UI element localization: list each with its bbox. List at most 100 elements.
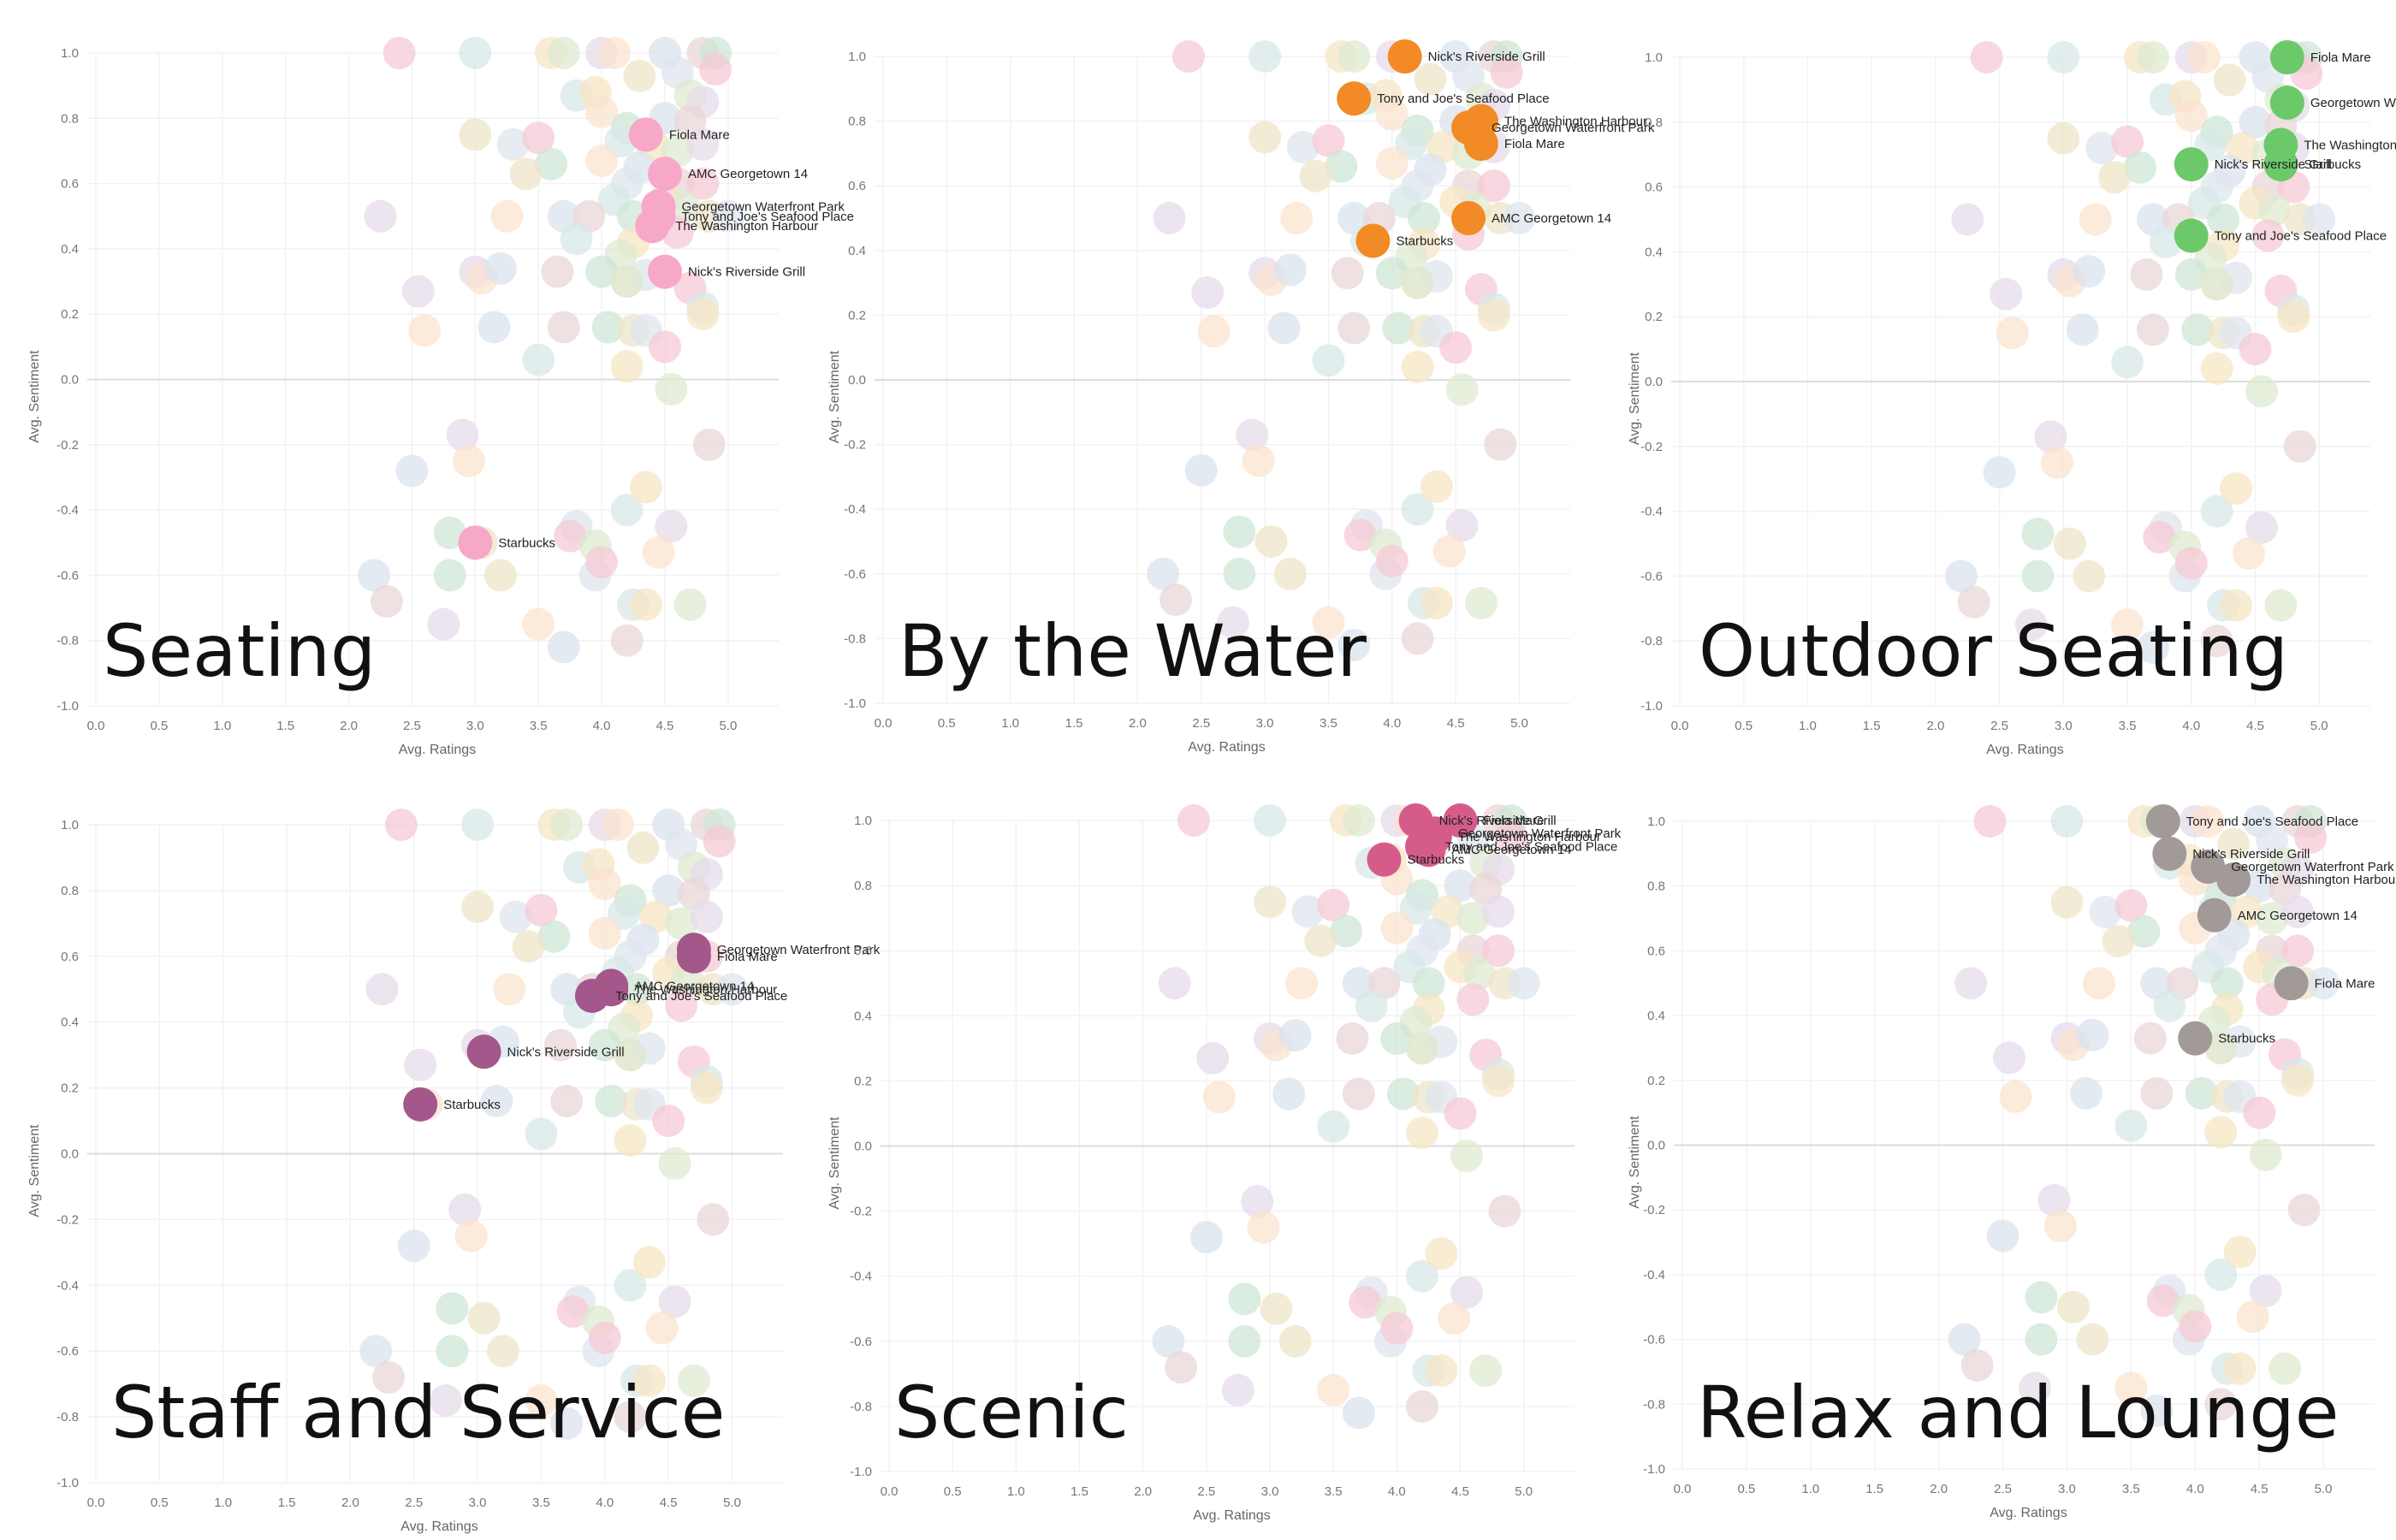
background-point bbox=[649, 330, 681, 364]
x-tick-label: 5.0 bbox=[723, 1496, 741, 1510]
y-tick-label: 1.0 bbox=[848, 50, 866, 64]
background-point bbox=[550, 1407, 584, 1440]
chart-panel-3: 0.0 0.5 1.0 1.5 2.0 2.5 3.0 3.5 4.0 4.5 5.0 -1.0 -0.… bbox=[1628, 40, 2396, 757]
background-point bbox=[1438, 1302, 1471, 1336]
background-point bbox=[1272, 1077, 1306, 1111]
background-point bbox=[677, 1364, 710, 1397]
highlighted-point bbox=[1443, 803, 1478, 838]
background-point bbox=[490, 199, 524, 233]
point-label: Starbucks bbox=[2304, 157, 2361, 172]
y-tick-label: 0.2 bbox=[61, 1081, 79, 1096]
background-point bbox=[359, 1335, 393, 1368]
background-point bbox=[2200, 268, 2233, 301]
x-tick-label: 2.5 bbox=[1994, 1482, 2012, 1496]
background-point bbox=[427, 607, 460, 641]
y-tick-label: 0.4 bbox=[1647, 1009, 1665, 1023]
point-label: Starbucks bbox=[443, 1098, 501, 1112]
background-point bbox=[1464, 586, 1498, 619]
x-tick-label: 3.0 bbox=[2055, 719, 2073, 733]
background-point bbox=[1278, 1324, 1312, 1358]
background-point bbox=[1425, 1354, 1458, 1388]
point-label: Fiola Mare bbox=[1504, 137, 1565, 151]
y-tick-label: 0.8 bbox=[1645, 116, 1663, 130]
background-point bbox=[2111, 125, 2144, 158]
point-label: Starbucks bbox=[1408, 853, 1465, 868]
background-point bbox=[655, 510, 688, 543]
background-point bbox=[632, 1364, 666, 1397]
point-label: Starbucks bbox=[498, 536, 555, 550]
background-point bbox=[1317, 1373, 1350, 1407]
background-point bbox=[595, 1084, 628, 1117]
x-tick-label: 2.5 bbox=[1192, 716, 1210, 731]
background-point bbox=[610, 265, 643, 299]
background-point bbox=[2085, 132, 2119, 165]
point-label: The Washington Harbour bbox=[634, 982, 777, 997]
y-tick-label: -0.6 bbox=[1640, 569, 1663, 583]
highlighted-point bbox=[1411, 832, 1446, 868]
background-point bbox=[370, 584, 403, 618]
point-label: Tony and Joe's Seafood Place bbox=[682, 210, 854, 224]
background-point bbox=[585, 144, 619, 177]
background-point bbox=[2111, 346, 2144, 379]
highlighted-point bbox=[1387, 39, 1422, 74]
background-point bbox=[395, 454, 429, 488]
y-tick-label: 0.4 bbox=[1645, 245, 1663, 259]
background-point bbox=[1312, 344, 1345, 377]
point-label: Fiola Mare bbox=[2315, 976, 2375, 991]
x-tick-label: 1.0 bbox=[214, 1496, 232, 1510]
y-tick-label: -0.2 bbox=[1640, 440, 1663, 454]
panel-title: Seating bbox=[103, 609, 376, 693]
y-tick-label: -0.4 bbox=[850, 1270, 872, 1284]
x-tick-label: 3.0 bbox=[466, 719, 484, 733]
x-tick-label: 0.5 bbox=[1737, 1482, 1755, 1496]
background-point bbox=[535, 147, 567, 181]
point-label: Georgetown Waterfront Park bbox=[717, 943, 881, 957]
background-point bbox=[2281, 1063, 2315, 1097]
x-tick-label: 1.5 bbox=[1065, 716, 1083, 731]
background-point bbox=[703, 825, 736, 858]
x-axis-label: Avg. Ratings bbox=[400, 1519, 477, 1534]
background-point bbox=[1241, 1185, 1274, 1218]
y-tick-label: -1.0 bbox=[56, 699, 79, 714]
background-point bbox=[610, 350, 643, 383]
y-tick-label: -0.6 bbox=[850, 1335, 872, 1349]
background-point bbox=[697, 1203, 730, 1236]
chart-panel-2: 0.0 0.5 1.0 1.5 2.0 2.5 3.0 3.5 4.0 4.5 5.0 -1.0 -0.… bbox=[827, 39, 1655, 755]
x-tick-label: 0.0 bbox=[875, 716, 893, 731]
background-point bbox=[2136, 313, 2169, 346]
background-point bbox=[1944, 560, 1978, 593]
y-tick-label: -0.2 bbox=[1643, 1203, 1665, 1217]
background-point bbox=[2223, 1352, 2257, 1385]
background-point bbox=[541, 255, 574, 288]
background-point bbox=[1484, 428, 1517, 461]
background-point bbox=[667, 190, 701, 223]
background-point bbox=[1285, 967, 1319, 1000]
y-tick-label: -1.0 bbox=[56, 1476, 79, 1490]
background-point bbox=[614, 1269, 647, 1302]
background-point bbox=[686, 167, 720, 200]
highlighted-point bbox=[635, 209, 670, 244]
background-point bbox=[2076, 1323, 2109, 1356]
background-point bbox=[1948, 1323, 1981, 1356]
background-point bbox=[2220, 589, 2253, 622]
background-point bbox=[1312, 606, 1345, 639]
background-point bbox=[1380, 1312, 1414, 1345]
background-point bbox=[2140, 1076, 2174, 1110]
background-point bbox=[1236, 418, 1269, 452]
x-tick-label: 1.5 bbox=[276, 719, 294, 733]
background-point bbox=[2264, 589, 2298, 622]
background-point bbox=[2089, 895, 2122, 928]
y-tick-label: 0.2 bbox=[848, 308, 866, 323]
background-point bbox=[1375, 544, 1409, 578]
background-point bbox=[632, 1246, 666, 1279]
background-point bbox=[601, 808, 634, 841]
x-tick-label: 1.5 bbox=[1865, 1482, 1883, 1496]
x-tick-label: 1.5 bbox=[278, 1496, 296, 1510]
point-label: The Washington Harbour bbox=[2304, 138, 2396, 152]
background-point bbox=[2114, 1109, 2148, 1142]
background-point bbox=[446, 418, 479, 452]
x-tick-label: 3.5 bbox=[1325, 1484, 1343, 1499]
background-point bbox=[2047, 121, 2080, 155]
background-point bbox=[1158, 967, 1191, 1000]
